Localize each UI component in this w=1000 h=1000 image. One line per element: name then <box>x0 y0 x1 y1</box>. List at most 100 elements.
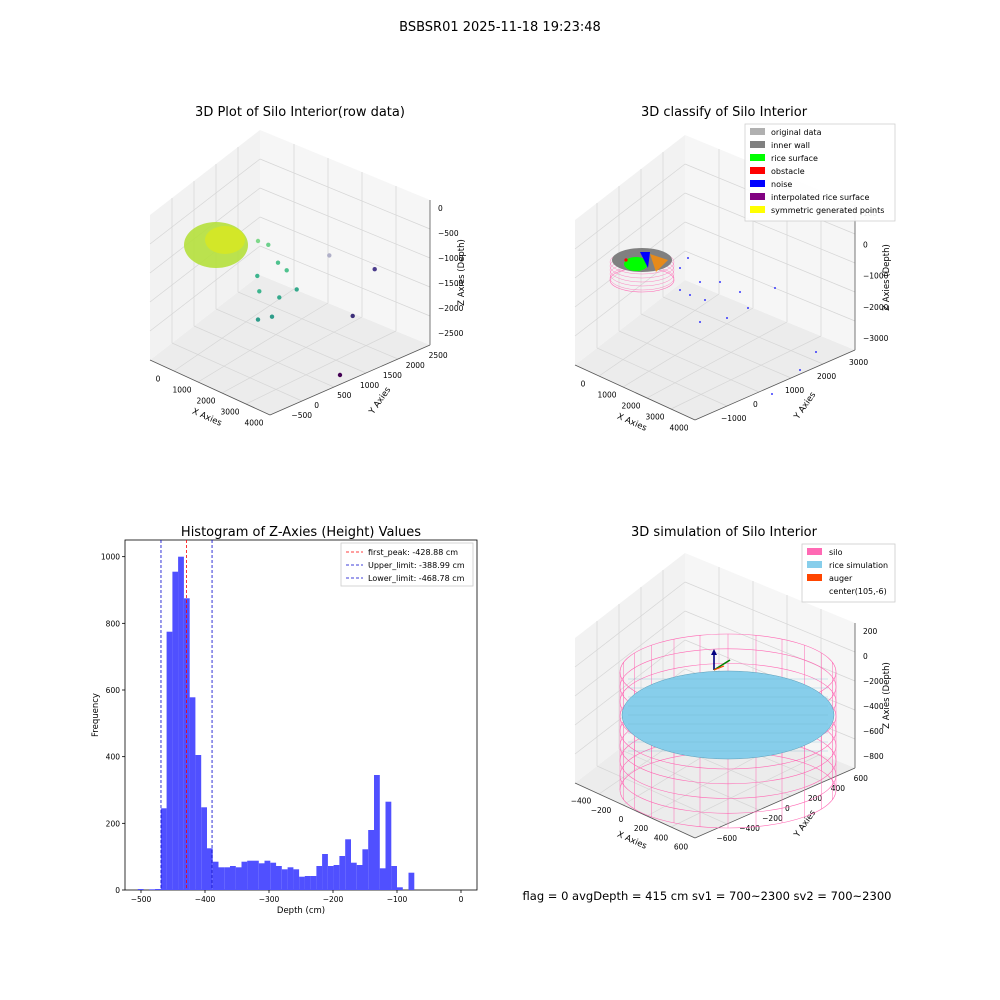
p2-noise-region <box>640 252 650 268</box>
p1-floor-pane <box>150 275 430 415</box>
p4-y-tick-label: 400 <box>831 784 846 793</box>
p3-y-axis-label: Frequency <box>91 693 101 737</box>
p2-legend-swatch <box>750 128 765 135</box>
p4-x-tick-label: −400 <box>571 797 592 806</box>
p2-z-axis-label: Z Axies (Depth) <box>882 244 892 311</box>
p1-y-tick-label: 2500 <box>429 351 448 360</box>
p1-z-tick-label: −1000 <box>438 254 464 263</box>
p3-histogram-bar <box>189 697 196 890</box>
p3-histogram-bar <box>397 887 403 890</box>
p1-data-point <box>266 242 271 247</box>
p2-noise-point <box>699 321 701 323</box>
p1-data-point <box>255 238 261 244</box>
p4-y-tick-label: −200 <box>762 814 783 823</box>
p3-histogram-bar <box>149 889 156 890</box>
p4-y-tick-label: 200 <box>808 794 823 803</box>
p4-legend-swatch <box>807 561 822 568</box>
panel-classify-3d: 3D classify of Silo Interior 0 1000 2000 30… <box>574 105 896 434</box>
p3-histogram-bar <box>339 856 346 890</box>
p2-grid-line <box>662 296 824 365</box>
p1-z-tick-label: −1500 <box>438 279 464 288</box>
p1-y-tick-label: −500 <box>291 411 312 420</box>
p2-noise-point <box>699 281 701 283</box>
p3-histogram-bar <box>368 830 374 890</box>
p3-histogram-bar <box>356 865 363 890</box>
p3-histogram-bar <box>322 854 328 890</box>
p2-noise-point <box>679 289 681 291</box>
figure-suptitle: BSBSR01 2025-11-18 19:23:48 <box>399 20 601 35</box>
p3-histogram-bar <box>276 866 282 890</box>
p3-y-tick-label: 1000 <box>101 553 120 562</box>
p4-z-tick-label: 0 <box>863 652 868 661</box>
panel2-title: 3D classify of Silo Interior <box>641 105 808 120</box>
p3-x-axis-label: Depth (cm) <box>277 906 325 916</box>
p4-grid-line <box>574 639 686 726</box>
p2-legend-swatch <box>750 167 765 174</box>
p1-z-tick-label: −2000 <box>438 304 464 313</box>
footer-status-text: flag = 0 avgDepth = 415 cm sv1 = 700~230… <box>523 889 892 903</box>
p1-z-tick-label: −500 <box>438 229 459 238</box>
p4-z-tick-label: −600 <box>863 727 884 736</box>
p1-grid-line <box>173 288 295 372</box>
p1-right-wall <box>260 130 430 345</box>
p2-legend-swatch <box>750 154 765 161</box>
panel-histogram: Histogram of Z-Axies (Height) Values −50… <box>91 525 478 916</box>
p1-grid-line <box>215 308 367 374</box>
p1-z-axis-label: Z Axies (Depth) <box>457 239 467 306</box>
p4-legend-swatch <box>807 548 822 555</box>
p4-y-tick-label: 600 <box>854 774 869 783</box>
p3-x-tick-label: −100 <box>387 895 408 904</box>
p1-x-tick-label: 1000 <box>172 386 191 395</box>
p4-grid-line <box>670 753 822 828</box>
p2-grid-line <box>684 221 856 293</box>
p3-y-tick-label: 600 <box>106 686 121 695</box>
p4-legend-label: silo <box>829 548 843 557</box>
p4-y-tick-label: −600 <box>716 834 737 843</box>
p2-noise-point <box>815 351 817 353</box>
p2-z-tick-label: −2000 <box>863 303 889 312</box>
p3-histogram-bar <box>253 860 259 890</box>
p2-legend-label: rice surface <box>771 154 818 163</box>
p3-y-tick-label: 800 <box>106 619 121 628</box>
p3-histogram-bar <box>362 849 369 890</box>
p3-histogram-bar <box>241 861 248 890</box>
p4-y-axis-line <box>694 767 856 839</box>
p3-histogram-bar <box>385 801 392 890</box>
p2-noise-point <box>739 291 741 293</box>
p4-legend-swatch <box>807 574 822 581</box>
p3-histogram-bar <box>293 869 300 890</box>
p1-grid-line <box>149 245 261 332</box>
panel3-title: Histogram of Z-Axies (Height) Values <box>181 525 421 540</box>
p3-histogram-bar <box>235 867 242 890</box>
p1-data-point <box>350 313 355 319</box>
p2-x-tick-label: 2000 <box>621 402 640 411</box>
p2-noise-point <box>726 317 728 319</box>
p2-noise-point <box>774 287 776 289</box>
p1-z-tick-label: 0 <box>438 204 443 213</box>
p4-grid-line <box>574 610 686 697</box>
p3-histogram-bar <box>178 556 184 890</box>
p2-noise-point <box>747 307 749 309</box>
p2-y-tick-label: −1000 <box>721 414 747 423</box>
p2-legend-swatch <box>750 206 765 213</box>
p2-obstacle-region <box>650 254 668 272</box>
p3-histogram-bar <box>316 866 323 890</box>
p4-x-axis-line <box>574 782 696 839</box>
p3-x-tick-label: −400 <box>195 895 216 904</box>
panel1-title: 3D Plot of Silo Interior(row data) <box>195 105 405 120</box>
p4-z-tick-label: −800 <box>863 752 884 761</box>
p3-histogram-bar <box>379 868 386 890</box>
p1-data-point <box>255 317 261 322</box>
p3-x-tick-label: 0 <box>459 895 464 904</box>
p2-noise-point <box>771 393 773 395</box>
p2-legend-box <box>744 123 896 222</box>
p3-histogram-bar <box>299 876 305 890</box>
p2-x-tick-label: 0 <box>581 380 586 389</box>
p4-z-axis-label: Z Axies (Depth) <box>882 662 892 729</box>
p1-data-point <box>337 372 343 378</box>
p4-z-tick-label: −400 <box>863 702 884 711</box>
p2-legend-swatch <box>750 141 765 148</box>
p3-histogram-bar <box>230 866 236 890</box>
p2-legend-label: interpolated rice surface <box>771 193 869 202</box>
